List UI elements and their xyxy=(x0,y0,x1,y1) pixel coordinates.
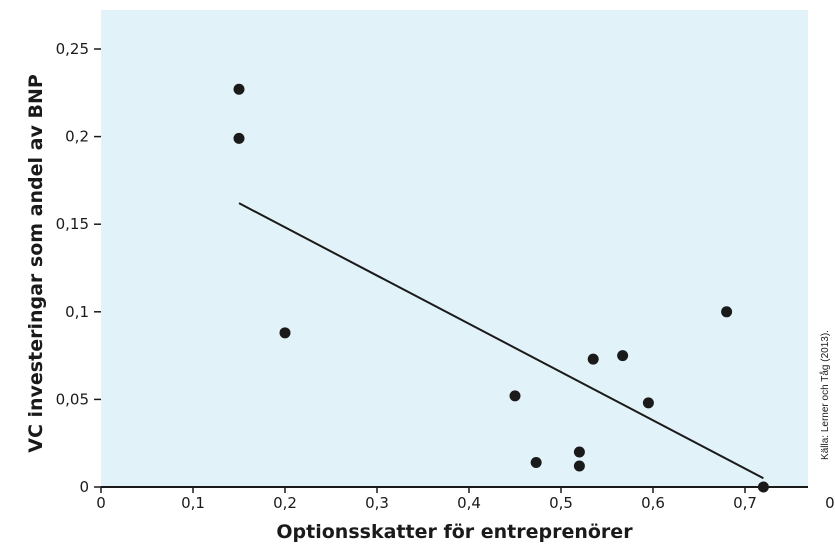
data-point xyxy=(530,456,542,468)
data-point xyxy=(573,446,585,458)
source-note: Källa: Lerner och Tåg (2013). xyxy=(819,330,831,460)
trendline-group xyxy=(238,202,764,480)
data-point xyxy=(617,350,629,362)
y-axis: 0 0,05 0,1 0,15 0,2 0,25 xyxy=(56,40,101,496)
data-point xyxy=(757,481,769,493)
x-axis: 0 0,1 0,2 0,3 0,4 0,5 0,6 0,7 0,8 xyxy=(96,486,835,512)
y-axis-title: VC investeringar som andel av BNP xyxy=(25,74,47,453)
data-point xyxy=(233,83,245,95)
y-tick-label: 0,2 xyxy=(65,128,89,146)
x-tick-label: 0,1 xyxy=(181,494,205,512)
data-point xyxy=(573,460,585,472)
y-tick-label: 0,25 xyxy=(56,40,89,58)
y-tick-label: 0,15 xyxy=(56,215,89,233)
x-tick-label: 0,4 xyxy=(457,494,481,512)
data-points xyxy=(233,83,769,493)
data-point xyxy=(721,306,733,318)
x-tick-label: 0,8 xyxy=(825,494,835,512)
data-point xyxy=(509,390,521,402)
x-tick-label: 0,6 xyxy=(641,494,665,512)
data-point xyxy=(642,397,654,409)
x-tick-label: 0,7 xyxy=(733,494,757,512)
x-tick-label: 0,5 xyxy=(549,494,573,512)
x-axis-title: Optionsskatter för entreprenörer xyxy=(276,521,633,543)
data-point xyxy=(233,132,245,144)
trendline xyxy=(238,202,764,480)
data-point xyxy=(279,327,291,339)
y-tick-label: 0,05 xyxy=(56,390,89,408)
x-tick-label: 0,3 xyxy=(365,494,389,512)
plot-background xyxy=(101,10,808,487)
x-tick-label: 0,2 xyxy=(273,494,297,512)
y-tick-label: 0 xyxy=(79,478,89,496)
y-tick-label: 0,1 xyxy=(65,303,89,321)
x-tick-label: 0 xyxy=(96,494,106,512)
data-point xyxy=(587,353,599,365)
